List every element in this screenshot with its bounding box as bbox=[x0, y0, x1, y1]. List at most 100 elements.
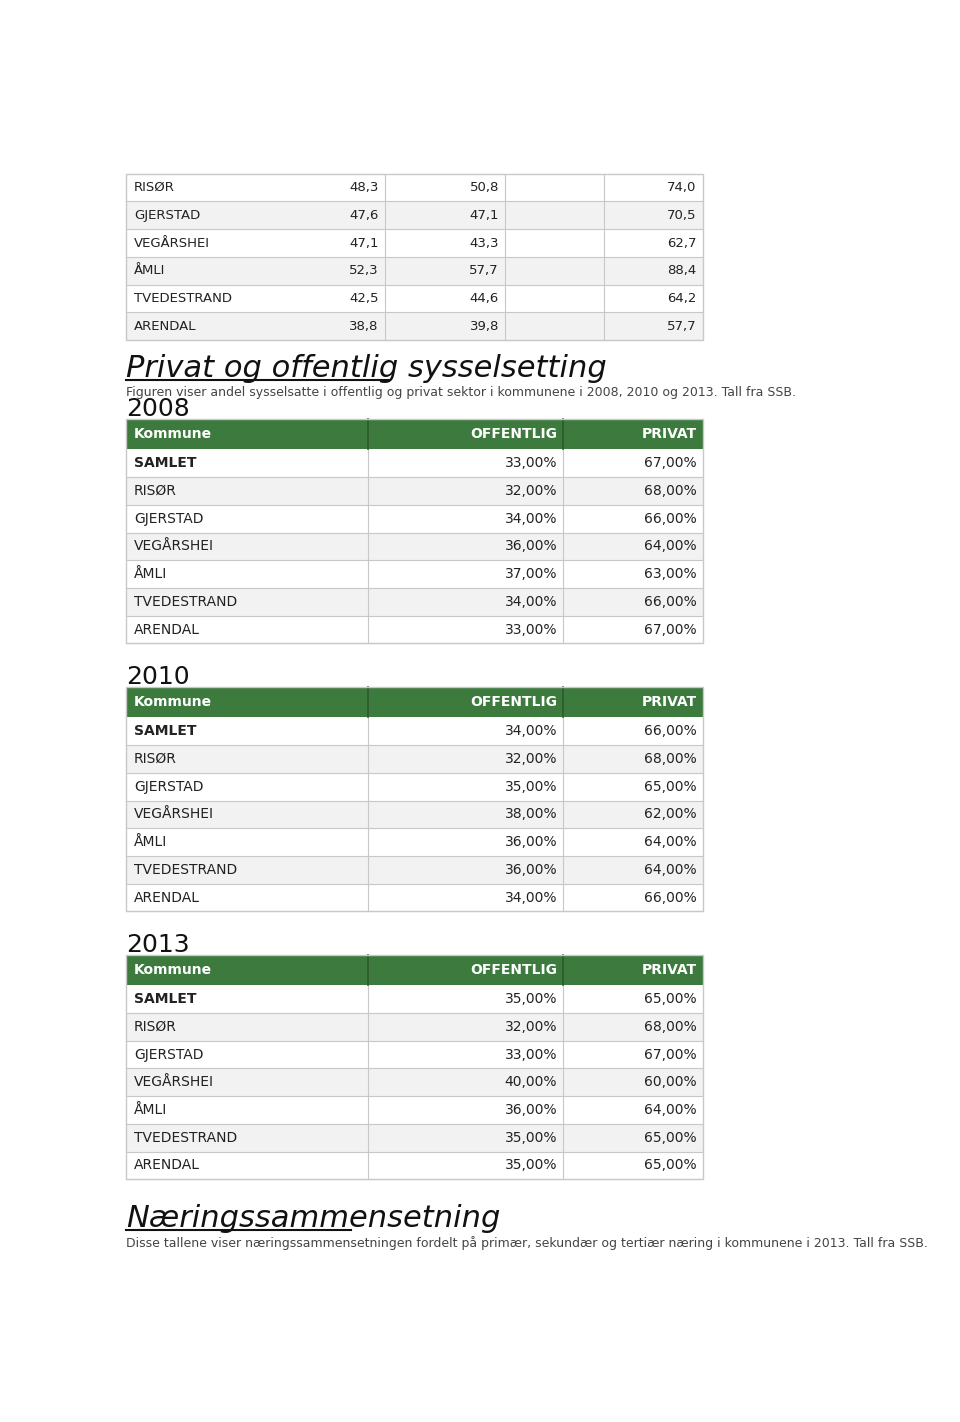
Text: 33,00%: 33,00% bbox=[505, 1048, 557, 1062]
Text: 68,00%: 68,00% bbox=[644, 752, 697, 766]
Bar bbox=[126, 1096, 703, 1123]
Bar bbox=[126, 173, 703, 202]
Bar bbox=[126, 985, 703, 1012]
Text: ARENDAL: ARENDAL bbox=[134, 890, 200, 904]
Bar bbox=[126, 616, 703, 643]
Text: SAMLET: SAMLET bbox=[134, 724, 197, 738]
Text: 50,8: 50,8 bbox=[469, 181, 499, 193]
Text: 57,7: 57,7 bbox=[469, 264, 499, 277]
Text: 66,00%: 66,00% bbox=[644, 724, 697, 738]
Bar bbox=[126, 954, 703, 985]
Bar bbox=[126, 313, 703, 340]
Text: PRIVAT: PRIVAT bbox=[641, 695, 697, 710]
Bar bbox=[126, 1123, 703, 1152]
Text: 35,00%: 35,00% bbox=[505, 993, 557, 1007]
Text: GJERSTAD: GJERSTAD bbox=[134, 209, 201, 222]
Text: 42,5: 42,5 bbox=[349, 292, 379, 304]
Bar bbox=[126, 1041, 703, 1068]
Text: Privat og offentlig sysselsetting: Privat og offentlig sysselsetting bbox=[126, 354, 607, 383]
Text: 60,00%: 60,00% bbox=[644, 1075, 697, 1089]
Bar bbox=[126, 587, 703, 616]
Text: TVEDESTRAND: TVEDESTRAND bbox=[134, 863, 237, 877]
Text: PRIVAT: PRIVAT bbox=[641, 427, 697, 441]
Text: PRIVAT: PRIVAT bbox=[641, 963, 697, 977]
Bar bbox=[126, 801, 703, 828]
Text: VEGÅRSHEI: VEGÅRSHEI bbox=[134, 236, 210, 249]
Text: 65,00%: 65,00% bbox=[644, 1130, 697, 1145]
Text: 33,00%: 33,00% bbox=[505, 456, 557, 471]
Bar bbox=[126, 505, 703, 533]
Text: 37,00%: 37,00% bbox=[505, 567, 557, 582]
Text: OFFENTLIG: OFFENTLIG bbox=[470, 427, 557, 441]
Text: 74,0: 74,0 bbox=[667, 181, 697, 193]
Bar bbox=[126, 687, 703, 912]
Bar bbox=[126, 828, 703, 856]
Bar bbox=[126, 717, 703, 745]
Text: TVEDESTRAND: TVEDESTRAND bbox=[134, 594, 237, 609]
Text: 32,00%: 32,00% bbox=[505, 1020, 557, 1034]
Text: 34,00%: 34,00% bbox=[505, 890, 557, 904]
Text: ARENDAL: ARENDAL bbox=[134, 1159, 200, 1173]
Text: Næringssammensetning: Næringssammensetning bbox=[126, 1204, 500, 1233]
Text: 36,00%: 36,00% bbox=[504, 863, 557, 877]
Bar bbox=[126, 1152, 703, 1179]
Text: RISØR: RISØR bbox=[134, 752, 177, 766]
Text: RISØR: RISØR bbox=[134, 181, 175, 193]
Bar bbox=[126, 883, 703, 912]
Text: 32,00%: 32,00% bbox=[505, 752, 557, 766]
Text: 68,00%: 68,00% bbox=[644, 483, 697, 498]
Text: ÅMLI: ÅMLI bbox=[134, 264, 165, 277]
Text: 2010: 2010 bbox=[126, 665, 190, 690]
Text: 38,8: 38,8 bbox=[349, 320, 379, 333]
Text: 38,00%: 38,00% bbox=[504, 808, 557, 822]
Text: ARENDAL: ARENDAL bbox=[134, 320, 197, 333]
Text: ÅMLI: ÅMLI bbox=[134, 835, 167, 849]
Text: 65,00%: 65,00% bbox=[644, 779, 697, 793]
Bar bbox=[126, 560, 703, 587]
Text: ARENDAL: ARENDAL bbox=[134, 623, 200, 637]
Text: Kommune: Kommune bbox=[134, 695, 212, 710]
Bar bbox=[126, 229, 703, 257]
Text: ÅMLI: ÅMLI bbox=[134, 1103, 167, 1118]
Text: TVEDESTRAND: TVEDESTRAND bbox=[134, 1130, 237, 1145]
Text: 64,2: 64,2 bbox=[667, 292, 697, 304]
Text: 35,00%: 35,00% bbox=[505, 1159, 557, 1173]
Text: RISØR: RISØR bbox=[134, 1020, 177, 1034]
Text: Kommune: Kommune bbox=[134, 963, 212, 977]
Text: 47,1: 47,1 bbox=[349, 236, 379, 249]
Bar bbox=[126, 173, 703, 340]
Text: RISØR: RISØR bbox=[134, 483, 177, 498]
Text: Disse tallene viser næringssammensetningen fordelt på primær, sekundær og tertiæ: Disse tallene viser næringssammensetning… bbox=[126, 1236, 928, 1250]
Bar bbox=[126, 687, 703, 717]
Text: 39,8: 39,8 bbox=[469, 320, 499, 333]
Text: 44,6: 44,6 bbox=[469, 292, 499, 304]
Text: 64,00%: 64,00% bbox=[644, 863, 697, 877]
Text: 67,00%: 67,00% bbox=[644, 1048, 697, 1062]
Text: 70,5: 70,5 bbox=[667, 209, 697, 222]
Text: 66,00%: 66,00% bbox=[644, 512, 697, 526]
Text: Figuren viser andel sysselsatte i offentlig og privat sektor i kommunene i 2008,: Figuren viser andel sysselsatte i offent… bbox=[126, 387, 796, 400]
Text: 2013: 2013 bbox=[126, 933, 190, 957]
Text: 34,00%: 34,00% bbox=[505, 512, 557, 526]
Text: 33,00%: 33,00% bbox=[505, 623, 557, 637]
Text: 36,00%: 36,00% bbox=[504, 1103, 557, 1118]
Bar bbox=[126, 1068, 703, 1096]
Text: 62,00%: 62,00% bbox=[644, 808, 697, 822]
Text: 65,00%: 65,00% bbox=[644, 993, 697, 1007]
Text: 43,3: 43,3 bbox=[469, 236, 499, 249]
Bar bbox=[126, 449, 703, 478]
Text: 67,00%: 67,00% bbox=[644, 623, 697, 637]
Text: 57,7: 57,7 bbox=[667, 320, 697, 333]
Text: SAMLET: SAMLET bbox=[134, 456, 197, 471]
Text: 47,1: 47,1 bbox=[469, 209, 499, 222]
Text: GJERSTAD: GJERSTAD bbox=[134, 512, 204, 526]
Text: VEGÅRSHEI: VEGÅRSHEI bbox=[134, 1075, 214, 1089]
Text: 52,3: 52,3 bbox=[349, 264, 379, 277]
Text: OFFENTLIG: OFFENTLIG bbox=[470, 695, 557, 710]
Bar bbox=[126, 772, 703, 801]
Bar bbox=[126, 478, 703, 505]
Text: 35,00%: 35,00% bbox=[505, 1130, 557, 1145]
Bar bbox=[126, 418, 703, 449]
Text: 47,6: 47,6 bbox=[349, 209, 379, 222]
Text: VEGÅRSHEI: VEGÅRSHEI bbox=[134, 539, 214, 553]
